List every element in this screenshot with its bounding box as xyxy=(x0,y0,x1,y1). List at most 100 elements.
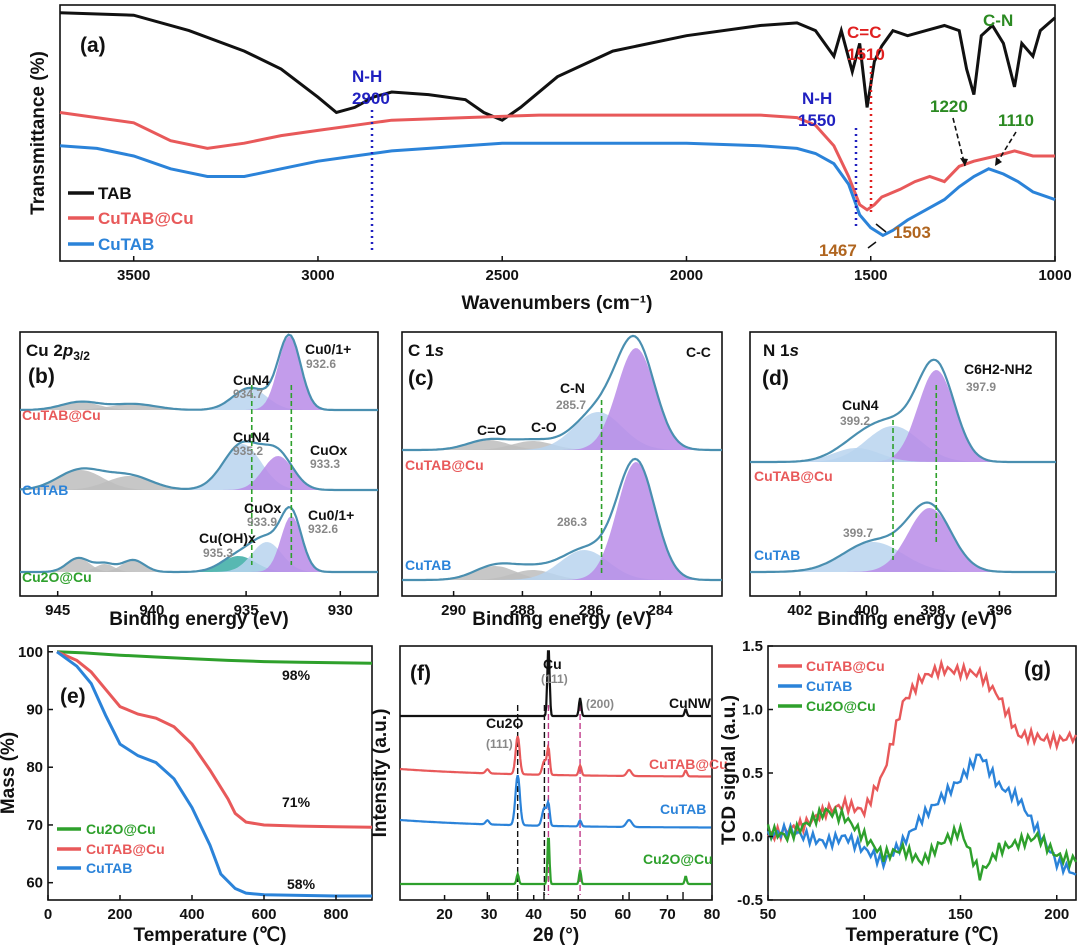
panel-e-xlabel: Temperature (℃) xyxy=(134,925,287,946)
b-label-cu01-2: Cu0/1+ xyxy=(308,507,354,523)
panel-g-ylabel: TCD signal (a.u.) xyxy=(719,695,740,845)
b-value-5: 935.3 xyxy=(203,546,233,560)
panel-b-frame xyxy=(19,331,379,597)
g-legend-cutab: CuTAB xyxy=(806,678,852,694)
g-xtick-label-1: 100 xyxy=(852,906,877,923)
panel-d-xlabel: Binding energy (eV) xyxy=(817,609,996,630)
c-stack0-peak3 xyxy=(402,348,722,450)
f-sample-cunw: CuNW xyxy=(669,695,712,711)
a-series-cutab-cu xyxy=(59,111,1055,212)
c-stack1-envelope xyxy=(402,457,722,582)
ann-cn: C-N xyxy=(983,11,1013,30)
f-series-cu2o-cu xyxy=(400,837,712,886)
panel-f-ticks: 20 30 40 50 60 70 80 xyxy=(436,895,720,923)
f-xtick-label-1: 30 xyxy=(481,906,498,923)
g-legend-cu2o: Cu2O@Cu xyxy=(806,698,876,714)
panel-e-ylabel: Mass (%) xyxy=(0,732,19,814)
f-ann-cu2o: Cu2O xyxy=(486,715,523,731)
b-value-4: 933.3 xyxy=(310,457,340,471)
panel-b: Cu 2p3/2 (b) CuTAB@Cu CuTAB Cu2O@Cu CuN4… xyxy=(19,331,379,630)
panel-c-label: (c) xyxy=(408,367,434,390)
ann-cc: C=C xyxy=(847,23,881,42)
b-stack0-peak3 xyxy=(20,336,378,410)
b-sample-2: CuTAB xyxy=(22,482,68,498)
b-label-cuox-1: CuOx xyxy=(310,442,348,458)
panel-d-spectra xyxy=(750,358,1056,574)
d-label-c6h2: C6H2-NH2 xyxy=(964,361,1033,377)
f-ann-cu: Cu xyxy=(543,656,562,672)
c-xtick-label-2: 286 xyxy=(579,602,604,619)
panel-c-x-ticks: 290 288 286 284 xyxy=(441,591,673,619)
g-series-cutab xyxy=(766,753,1077,877)
panel-c-frame xyxy=(401,331,723,597)
b-label-cun4-2: CuN4 xyxy=(233,429,270,445)
panel-e-ticks: 0 200 400 600 800 60 70 80 90 100 xyxy=(18,644,349,923)
b-label-cun4-1: CuN4 xyxy=(233,372,270,388)
ann-1503: 1503 xyxy=(893,223,931,242)
panel-d-frame xyxy=(749,331,1057,597)
d-stack1-peak1 xyxy=(750,508,1056,572)
c-label-cc: C-C xyxy=(686,344,711,360)
d-stack0-peak0 xyxy=(750,426,1056,462)
panel-b-x-ticks: 945 940 935 930 xyxy=(45,591,353,619)
b-stack2-envelope xyxy=(20,506,378,574)
e-label-58: 58% xyxy=(287,876,316,892)
a-xtick-label-2: 2500 xyxy=(486,267,519,284)
e-series-cu2o-cu xyxy=(56,650,373,665)
d-value-1: 399.2 xyxy=(840,414,870,428)
d-xtick-label-3: 396 xyxy=(987,602,1012,619)
ann-nh-2: N-H xyxy=(802,89,832,108)
panel-e-label: (e) xyxy=(60,685,86,708)
b-label-cuox-2: CuOx xyxy=(244,500,282,516)
b-value-7: 932.6 xyxy=(308,522,338,536)
e-series-cutab xyxy=(56,650,372,898)
c-sample-1: CuTAB@Cu xyxy=(405,457,484,473)
b-value-2: 932.6 xyxy=(306,357,336,371)
a-series-cutab xyxy=(59,141,1056,238)
d-xtick-label-2: 398 xyxy=(920,602,945,619)
d-stack0-envelope xyxy=(750,358,1056,464)
c-xtick-label-3: 284 xyxy=(648,602,674,619)
e-xtick-label-0: 0 xyxy=(44,906,52,923)
b-label-cu01-1: Cu0/1+ xyxy=(305,341,351,357)
e-legend-cutab-cu: CuTAB@Cu xyxy=(86,841,165,857)
c-value-2: 286.3 xyxy=(557,515,587,529)
b-stack0-peak1 xyxy=(20,404,378,410)
e-series-cutab-cu xyxy=(56,650,373,829)
c-label-co: C-O xyxy=(531,419,557,435)
panel-a-x-ticks: 3500 3000 2500 2000 1500 1000 xyxy=(117,256,1072,284)
ann-nh-2-value: 1550 xyxy=(798,111,836,130)
arrow-1503 xyxy=(875,223,887,233)
c-stack0-peak2 xyxy=(402,412,722,450)
panel-f-xlabel: 2θ (°) xyxy=(533,925,579,946)
e-label-71: 71% xyxy=(282,794,311,810)
g-legend-cutab-cu: CuTAB@Cu xyxy=(806,658,885,674)
panel-d-label: (d) xyxy=(762,367,789,390)
arrow-1220 xyxy=(952,117,966,167)
g-ytick-label-2: 0.5 xyxy=(742,765,763,782)
e-legend-cutab: CuTAB xyxy=(86,860,132,876)
f-series-cutab xyxy=(399,774,712,829)
d-sample-1: CuTAB@Cu xyxy=(754,468,833,484)
panel-g-ticks: 50 100 150 200 -0.5 0.0 0.5 1.0 1.5 xyxy=(737,638,1069,923)
panel-c-spectra xyxy=(402,334,722,582)
panel-g: (g) CuTAB@Cu CuTAB Cu2O@Cu 50 100 150 200 -0… xyxy=(719,638,1078,946)
panel-f-label: (f) xyxy=(410,662,431,685)
ann-nh-1-value: 2900 xyxy=(352,89,390,108)
a-xtick-label-1: 3000 xyxy=(301,267,334,284)
ann-1110: 1110 xyxy=(998,111,1034,130)
f-ann-cu-sub: (111) xyxy=(541,672,568,686)
legend-tab: TAB xyxy=(98,184,132,203)
f-xtick-label-2: 40 xyxy=(525,906,542,923)
ann-cc-value: 1510 xyxy=(847,45,885,64)
panel-f-frame xyxy=(399,645,713,901)
e-ytick-label-1: 70 xyxy=(26,817,43,834)
g-series-cutab-cu xyxy=(767,658,1078,844)
panel-d-header: N 1s xyxy=(763,341,799,360)
b-sample-3: Cu2O@Cu xyxy=(22,569,92,585)
d-value-2: 397.9 xyxy=(966,380,996,394)
a-xtick-label-3: 2000 xyxy=(670,267,703,284)
d-stack0-peak2 xyxy=(750,448,1056,462)
g-series-cu2o-cu xyxy=(766,805,1078,881)
c-xtick-label-1: 288 xyxy=(510,602,535,619)
